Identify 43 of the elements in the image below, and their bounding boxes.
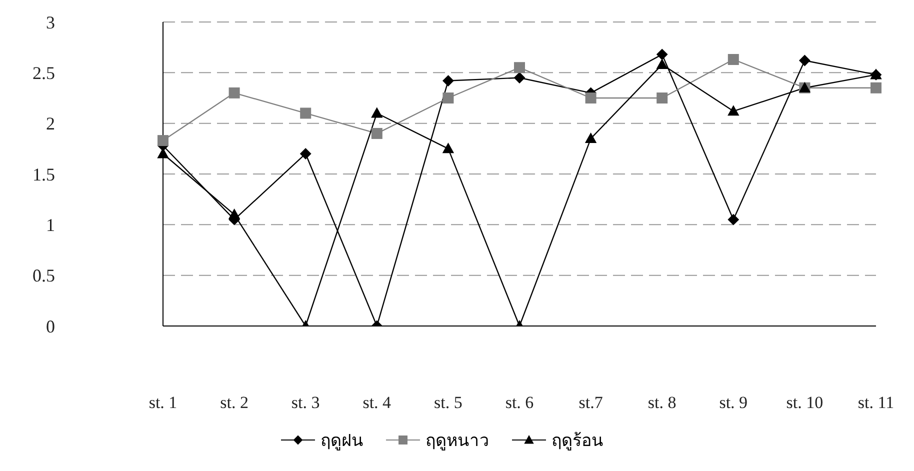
y-tick-label: 2.5	[32, 63, 55, 84]
x-tick-label: st. 11	[858, 393, 894, 412]
point	[585, 133, 596, 144]
point	[442, 75, 454, 86]
point	[728, 54, 739, 65]
y-tick-label: 0	[46, 316, 55, 336]
point	[300, 148, 312, 160]
point	[656, 59, 668, 70]
x-tick-label: st.7	[578, 393, 604, 412]
y-tick-label: 2	[46, 114, 55, 134]
point	[799, 55, 810, 66]
y-tick-label: 3	[46, 12, 55, 32]
x-tick-label: st. 9	[719, 393, 748, 412]
y-tick-label: 1.5	[32, 164, 55, 184]
x-tick-label: st. 10	[786, 393, 824, 412]
legend-label: ฤดูร้อน	[552, 430, 604, 452]
legend-label: ฤดูฝน	[320, 430, 364, 452]
x-tick-label: st. 1	[148, 393, 178, 412]
x-tick-label: st. 8	[648, 393, 676, 412]
point	[728, 106, 739, 116]
point	[371, 128, 382, 139]
point	[870, 82, 882, 94]
x-tick-label: st. 4	[362, 393, 392, 412]
y-tick-label: 1	[46, 215, 55, 236]
point	[514, 72, 525, 84]
point	[514, 62, 525, 74]
x-tick-label: st. 2	[220, 393, 248, 412]
x-tick-label: st. 6	[505, 393, 534, 412]
point	[728, 214, 739, 226]
point	[371, 108, 382, 118]
point	[442, 143, 454, 154]
point	[300, 108, 312, 119]
point	[656, 48, 668, 60]
point	[442, 92, 454, 104]
point	[585, 92, 596, 104]
point	[228, 87, 240, 98]
point	[228, 209, 240, 220]
point	[158, 135, 168, 146]
y-tick-label: 0.5	[32, 266, 55, 286]
x-tick-label: st. 3	[291, 393, 320, 412]
point	[656, 92, 668, 104]
x-tick-label: st. 5	[434, 393, 462, 412]
legend-label: ฤดูหนาว	[426, 430, 490, 452]
